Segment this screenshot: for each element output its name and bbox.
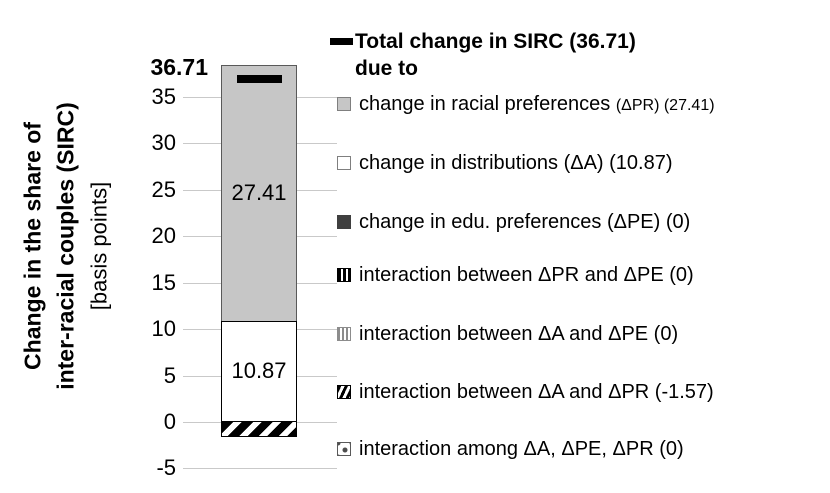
bar-value-white: 10.87 (231, 358, 287, 383)
gridline-neg5 (183, 468, 337, 469)
y-axis-title-line1: Change in the share of (19, 122, 45, 370)
y-tick-20: 20 (151, 223, 176, 248)
legend-label: change in distributions (ΔA) (10.87) (359, 151, 673, 174)
y-axis-title-line2: inter-racial couples (SIRC) (52, 102, 78, 390)
dots-swatch-icon (337, 442, 351, 456)
legend-label-detail: (ΔPR) (27.41) (615, 96, 715, 114)
y-tick-25: 25 (151, 177, 176, 202)
white-swatch-icon (337, 156, 351, 170)
legend-label: interaction between ΔA and ΔPR (-1.57) (359, 380, 714, 403)
legend-label: interaction between ΔPR and ΔPE (0) (359, 263, 694, 286)
total-line-icon (330, 38, 353, 45)
bar-segment-distributions (221, 321, 297, 422)
legend-label: change in racial preferences (359, 92, 611, 115)
legend-item-edu-preferences: change in edu. preferences (ΔPE) (0) (337, 210, 690, 234)
legend-item-interaction-dpr-dpe: interaction between ΔPR and ΔPE (0) (337, 263, 694, 287)
bar-segment-racial-preferences (221, 65, 297, 322)
y-tick-15: 15 (151, 270, 176, 295)
bar-segment-interaction-da-dpr (221, 421, 297, 437)
gray-swatch-icon (337, 97, 351, 111)
y-tick-30: 30 (151, 130, 176, 155)
legend-item-interaction-da-dpr: interaction between ΔA and ΔPR (-1.57) (337, 380, 714, 404)
legend-label: interaction among ΔA, ΔPE, ΔPR (0) (359, 437, 684, 460)
legend-subtitle: due to (355, 57, 418, 80)
bar-value-gray: 27.41 (231, 180, 287, 205)
legend-item-interaction-among-all: interaction among ΔA, ΔPE, ΔPR (0) (337, 437, 684, 461)
y-tick-neg5: -5 (156, 455, 176, 480)
y-tick-35: 35 (151, 84, 176, 109)
legend-label: change in edu. preferences (ΔPE) (0) (359, 210, 691, 233)
total-value-label: 36.71 (150, 54, 208, 80)
legend-header: Total change in SIRC (36.71) due to (330, 28, 636, 82)
diagonal-stripes-swatch-icon (337, 385, 351, 399)
legend-title: Total change in SIRC (36.71) (355, 30, 636, 53)
dark-swatch-icon (337, 215, 351, 229)
y-tick-0: 0 (163, 409, 176, 434)
y-tick-10: 10 (151, 316, 176, 341)
vertical-stripes-bold-swatch-icon (337, 268, 351, 282)
y-tick-5: 5 (163, 363, 176, 388)
legend-item-interaction-da-dpe: interaction between ΔA and ΔPE (0) (337, 322, 678, 346)
legend-item-distributions: change in distributions (ΔA) (10.87) (337, 151, 673, 175)
vertical-stripes-thin-swatch-icon (337, 327, 351, 341)
total-change-marker (237, 75, 282, 83)
legend-item-racial-preferences: change in racial preferences (ΔPR) (27.4… (337, 92, 715, 116)
legend-label: interaction between ΔA and ΔPE (0) (359, 322, 679, 345)
